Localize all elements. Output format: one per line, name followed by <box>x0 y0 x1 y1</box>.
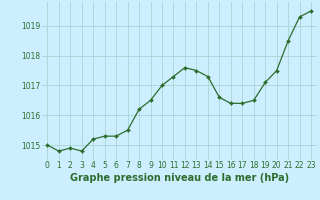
X-axis label: Graphe pression niveau de la mer (hPa): Graphe pression niveau de la mer (hPa) <box>70 173 289 183</box>
